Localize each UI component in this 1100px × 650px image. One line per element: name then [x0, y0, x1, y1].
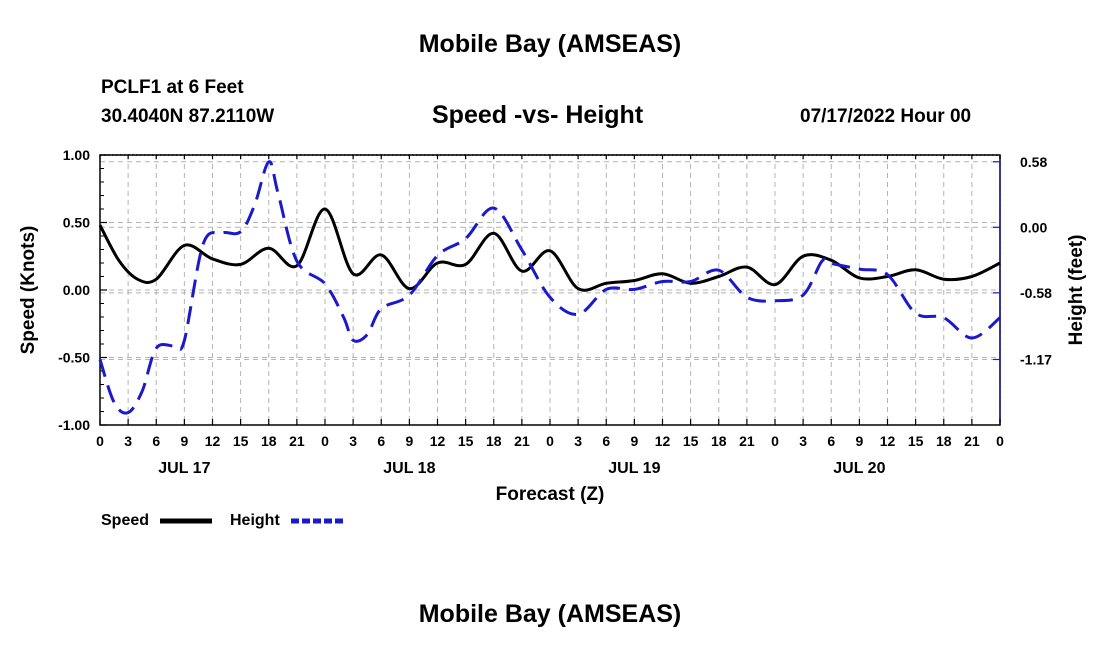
x-tick-label: 15: [908, 433, 924, 449]
axis-labels: 0 3 6 9 12 15 18 21 0 3 6 9 12 15 18 21 0 3 6 9 12 15 18 21 0 3 6 9…: [58, 147, 1052, 477]
x-tick-label: 18: [261, 433, 277, 449]
y2-axis-title: Height (feet): [1066, 235, 1087, 346]
x-tick-label: 21: [514, 433, 530, 449]
x-tick-label: 12: [880, 433, 896, 449]
x-tick-label: 9: [630, 433, 638, 449]
y-tick-label: -1.00: [58, 417, 90, 433]
x-tick-label: 12: [430, 433, 446, 449]
y-tick-label: 1.00: [63, 147, 90, 163]
x-tick-label: 15: [233, 433, 249, 449]
y2-tick-label: 0.00: [1020, 219, 1047, 235]
chart-supertitle: Mobile Bay (AMSEAS): [418, 30, 682, 58]
y2-tick-label: -1.17: [1020, 351, 1052, 367]
x-tick-label: 6: [152, 433, 160, 449]
x-tick-label: 0: [771, 433, 779, 449]
chart-supertitle-bottom: Mobile Bay (AMSEAS): [418, 600, 682, 628]
y-tick-label: 0.50: [63, 215, 90, 231]
data-series: [98, 160, 1001, 415]
y2-tick-label: -0.58: [1020, 285, 1052, 301]
x-tick-label: 12: [655, 433, 671, 449]
x-tick-label: 9: [180, 433, 188, 449]
x-tick-label: 21: [739, 433, 755, 449]
x-tick-label: 9: [855, 433, 863, 449]
grid-lines: [100, 155, 1000, 425]
x-tick-label: 6: [827, 433, 835, 449]
y-axis-title: Speed (Knots): [18, 226, 39, 355]
station-label: PCLF1 at 6 Feet: [101, 77, 244, 98]
x-tick-label: 21: [964, 433, 980, 449]
series-line-speed: [98, 207, 1001, 292]
x-day-label: JUL 20: [833, 460, 885, 477]
y2-tick-label: 0.58: [1020, 154, 1047, 170]
x-tick-label: 0: [996, 433, 1004, 449]
series-line-height: [98, 160, 1001, 415]
x-tick-label: 18: [936, 433, 952, 449]
forecast-datetime: 07/17/2022 Hour 00: [800, 106, 972, 127]
axis-ticks: [99, 154, 1001, 426]
x-tick-label: 0: [546, 433, 554, 449]
x-tick-label: 3: [574, 433, 582, 449]
x-tick-label: 18: [486, 433, 502, 449]
x-tick-label: 0: [96, 433, 104, 449]
x-tick-label: 3: [799, 433, 807, 449]
x-tick-label: 12: [205, 433, 221, 449]
chart-title: Speed -vs- Height: [432, 101, 644, 129]
coordinates-label: 30.4040N 87.2110W: [101, 106, 275, 127]
x-axis-title: Forecast (Z): [496, 484, 605, 505]
x-tick-label: 15: [683, 433, 699, 449]
x-day-label: JUL 18: [383, 460, 435, 477]
x-tick-label: 6: [377, 433, 385, 449]
legend-speed-label: Speed: [101, 512, 149, 529]
legend: Speed Height: [101, 512, 343, 529]
x-day-label: JUL 19: [608, 460, 660, 477]
y-tick-label: -0.50: [58, 350, 90, 366]
x-tick-label: 9: [405, 433, 413, 449]
x-day-label: JUL 17: [158, 460, 210, 477]
x-tick-label: 6: [602, 433, 610, 449]
x-tick-label: 3: [349, 433, 357, 449]
x-tick-label: 18: [711, 433, 727, 449]
legend-height-label: Height: [230, 512, 280, 529]
y-tick-label: 0.00: [63, 282, 90, 298]
x-tick-label: 21: [289, 433, 305, 449]
x-tick-label: 0: [321, 433, 329, 449]
speed-vs-height-chart: 0 3 6 9 12 15 18 21 0 3 6 9 12 15 18 21 0 3 6 9 12 15 18 21 0 3 6 9…: [18, 147, 1087, 529]
x-tick-label: 3: [124, 433, 132, 449]
x-tick-label: 15: [458, 433, 474, 449]
